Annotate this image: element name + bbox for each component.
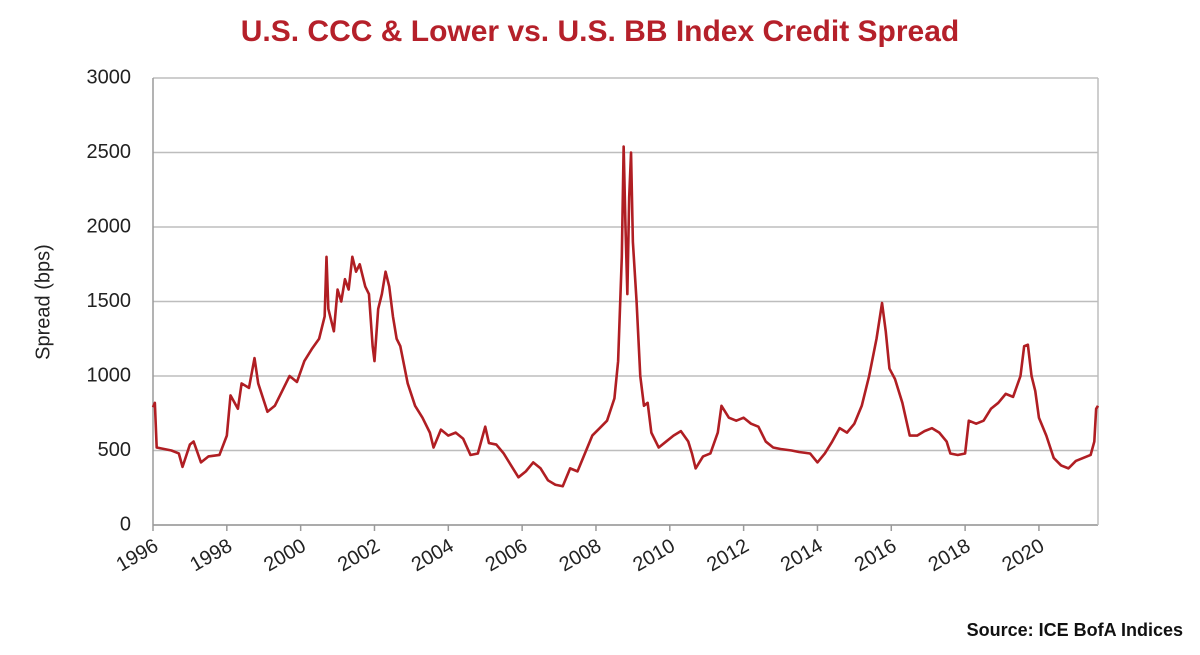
source-note: Source: ICE BofA Indices bbox=[967, 620, 1183, 640]
x-tick-label: 2014 bbox=[777, 535, 827, 576]
y-axis-label: Spread (bps) bbox=[32, 244, 54, 360]
x-tick-label: 2006 bbox=[482, 535, 532, 576]
x-tick-label: 2004 bbox=[408, 535, 458, 576]
x-tick-label: 2002 bbox=[334, 535, 384, 576]
x-tick-label: 2016 bbox=[851, 535, 901, 576]
x-tick-label: 1996 bbox=[113, 535, 163, 576]
x-tick-label: 2000 bbox=[260, 535, 310, 576]
chart-title: U.S. CCC & Lower vs. U.S. BB Index Credi… bbox=[241, 15, 959, 48]
y-tick-label: 2500 bbox=[87, 141, 132, 163]
x-tick-label: 2010 bbox=[629, 535, 679, 576]
y-tick-label: 2000 bbox=[87, 215, 132, 237]
y-tick-label: 500 bbox=[98, 439, 131, 461]
y-tick-label: 0 bbox=[120, 513, 131, 535]
x-tick-label: 1998 bbox=[186, 535, 236, 576]
y-tick-label: 1000 bbox=[87, 364, 132, 386]
y-tick-label: 1500 bbox=[87, 290, 132, 312]
x-tick-label: 2018 bbox=[925, 535, 975, 576]
data-line bbox=[151, 145, 1100, 488]
x-tick-label: 2008 bbox=[556, 535, 606, 576]
x-tick-label: 2020 bbox=[999, 535, 1049, 576]
y-tick-label: 3000 bbox=[87, 66, 132, 88]
x-tick-label: 2012 bbox=[703, 535, 753, 576]
